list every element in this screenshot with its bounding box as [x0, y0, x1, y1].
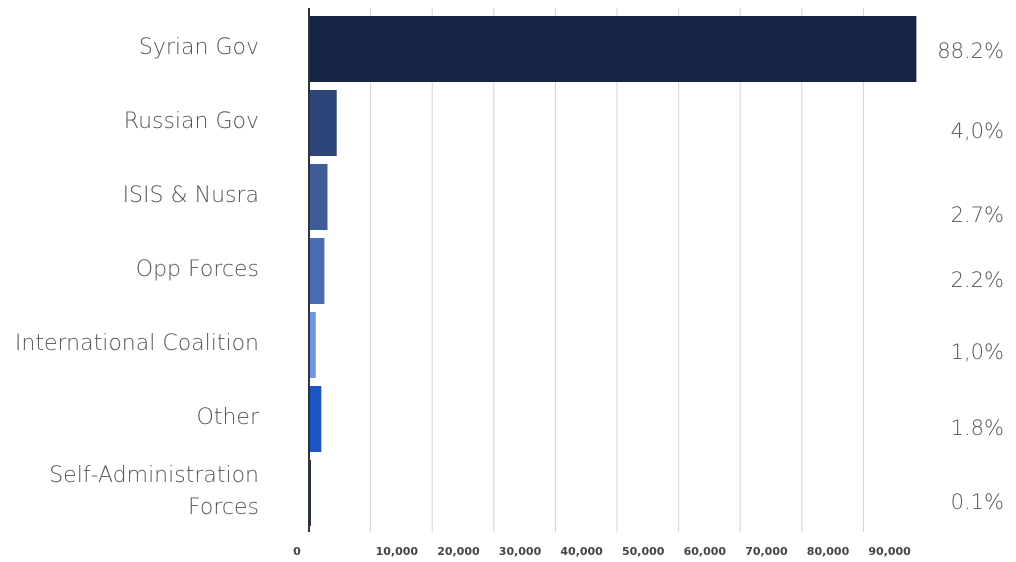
- category-label: Syrian Gov: [139, 35, 259, 60]
- value-label: 1.8%: [951, 416, 1004, 440]
- value-label: 2.2%: [951, 268, 1004, 292]
- category-label: International Coalition: [15, 331, 259, 356]
- x-tick-label: 20,000: [437, 545, 480, 558]
- bar: [309, 386, 322, 452]
- value-label: 2.7%: [951, 203, 1004, 227]
- bar: [309, 312, 316, 378]
- category-label: Other: [197, 405, 260, 430]
- bar: [309, 16, 917, 82]
- x-tick-label: 40,000: [560, 545, 603, 558]
- category-label: Opp Forces: [136, 257, 259, 282]
- bars: [309, 16, 917, 526]
- category-labels: Syrian Gov Russian Gov ISIS & Nusra Opp For…: [15, 35, 260, 520]
- bar: [309, 164, 328, 230]
- x-tick-label: 70,000: [745, 545, 788, 558]
- value-label: 88.2%: [937, 39, 1004, 63]
- x-tick-label: 50,000: [622, 545, 665, 558]
- value-label: 0.1%: [951, 490, 1004, 514]
- x-tick-label: 10,000: [376, 545, 419, 558]
- category-label: ISIS & Nusra: [123, 183, 259, 208]
- bar: [309, 238, 325, 304]
- value-label: 4,0%: [951, 119, 1004, 143]
- x-tick-label: 60,000: [684, 545, 727, 558]
- percentage-labels: 88.2% 4,0% 2.7% 2.2% 1,0% 1.8% 0.1%: [937, 39, 1004, 514]
- value-label: 1,0%: [951, 340, 1004, 364]
- x-axis-tick-labels: 0 10,000 20,000 30,000 40,000 50,000 60,000 70,…: [293, 545, 911, 558]
- category-label: Russian Gov: [124, 109, 259, 134]
- x-tick-label: 80,000: [807, 545, 850, 558]
- category-label: Self-Administration Forces: [49, 463, 259, 520]
- x-tick-label: 90,000: [868, 545, 911, 558]
- bar: [309, 90, 337, 156]
- x-tick-label: 30,000: [499, 545, 542, 558]
- x-tick-label: 0: [293, 545, 301, 558]
- gridlines: [370, 8, 864, 532]
